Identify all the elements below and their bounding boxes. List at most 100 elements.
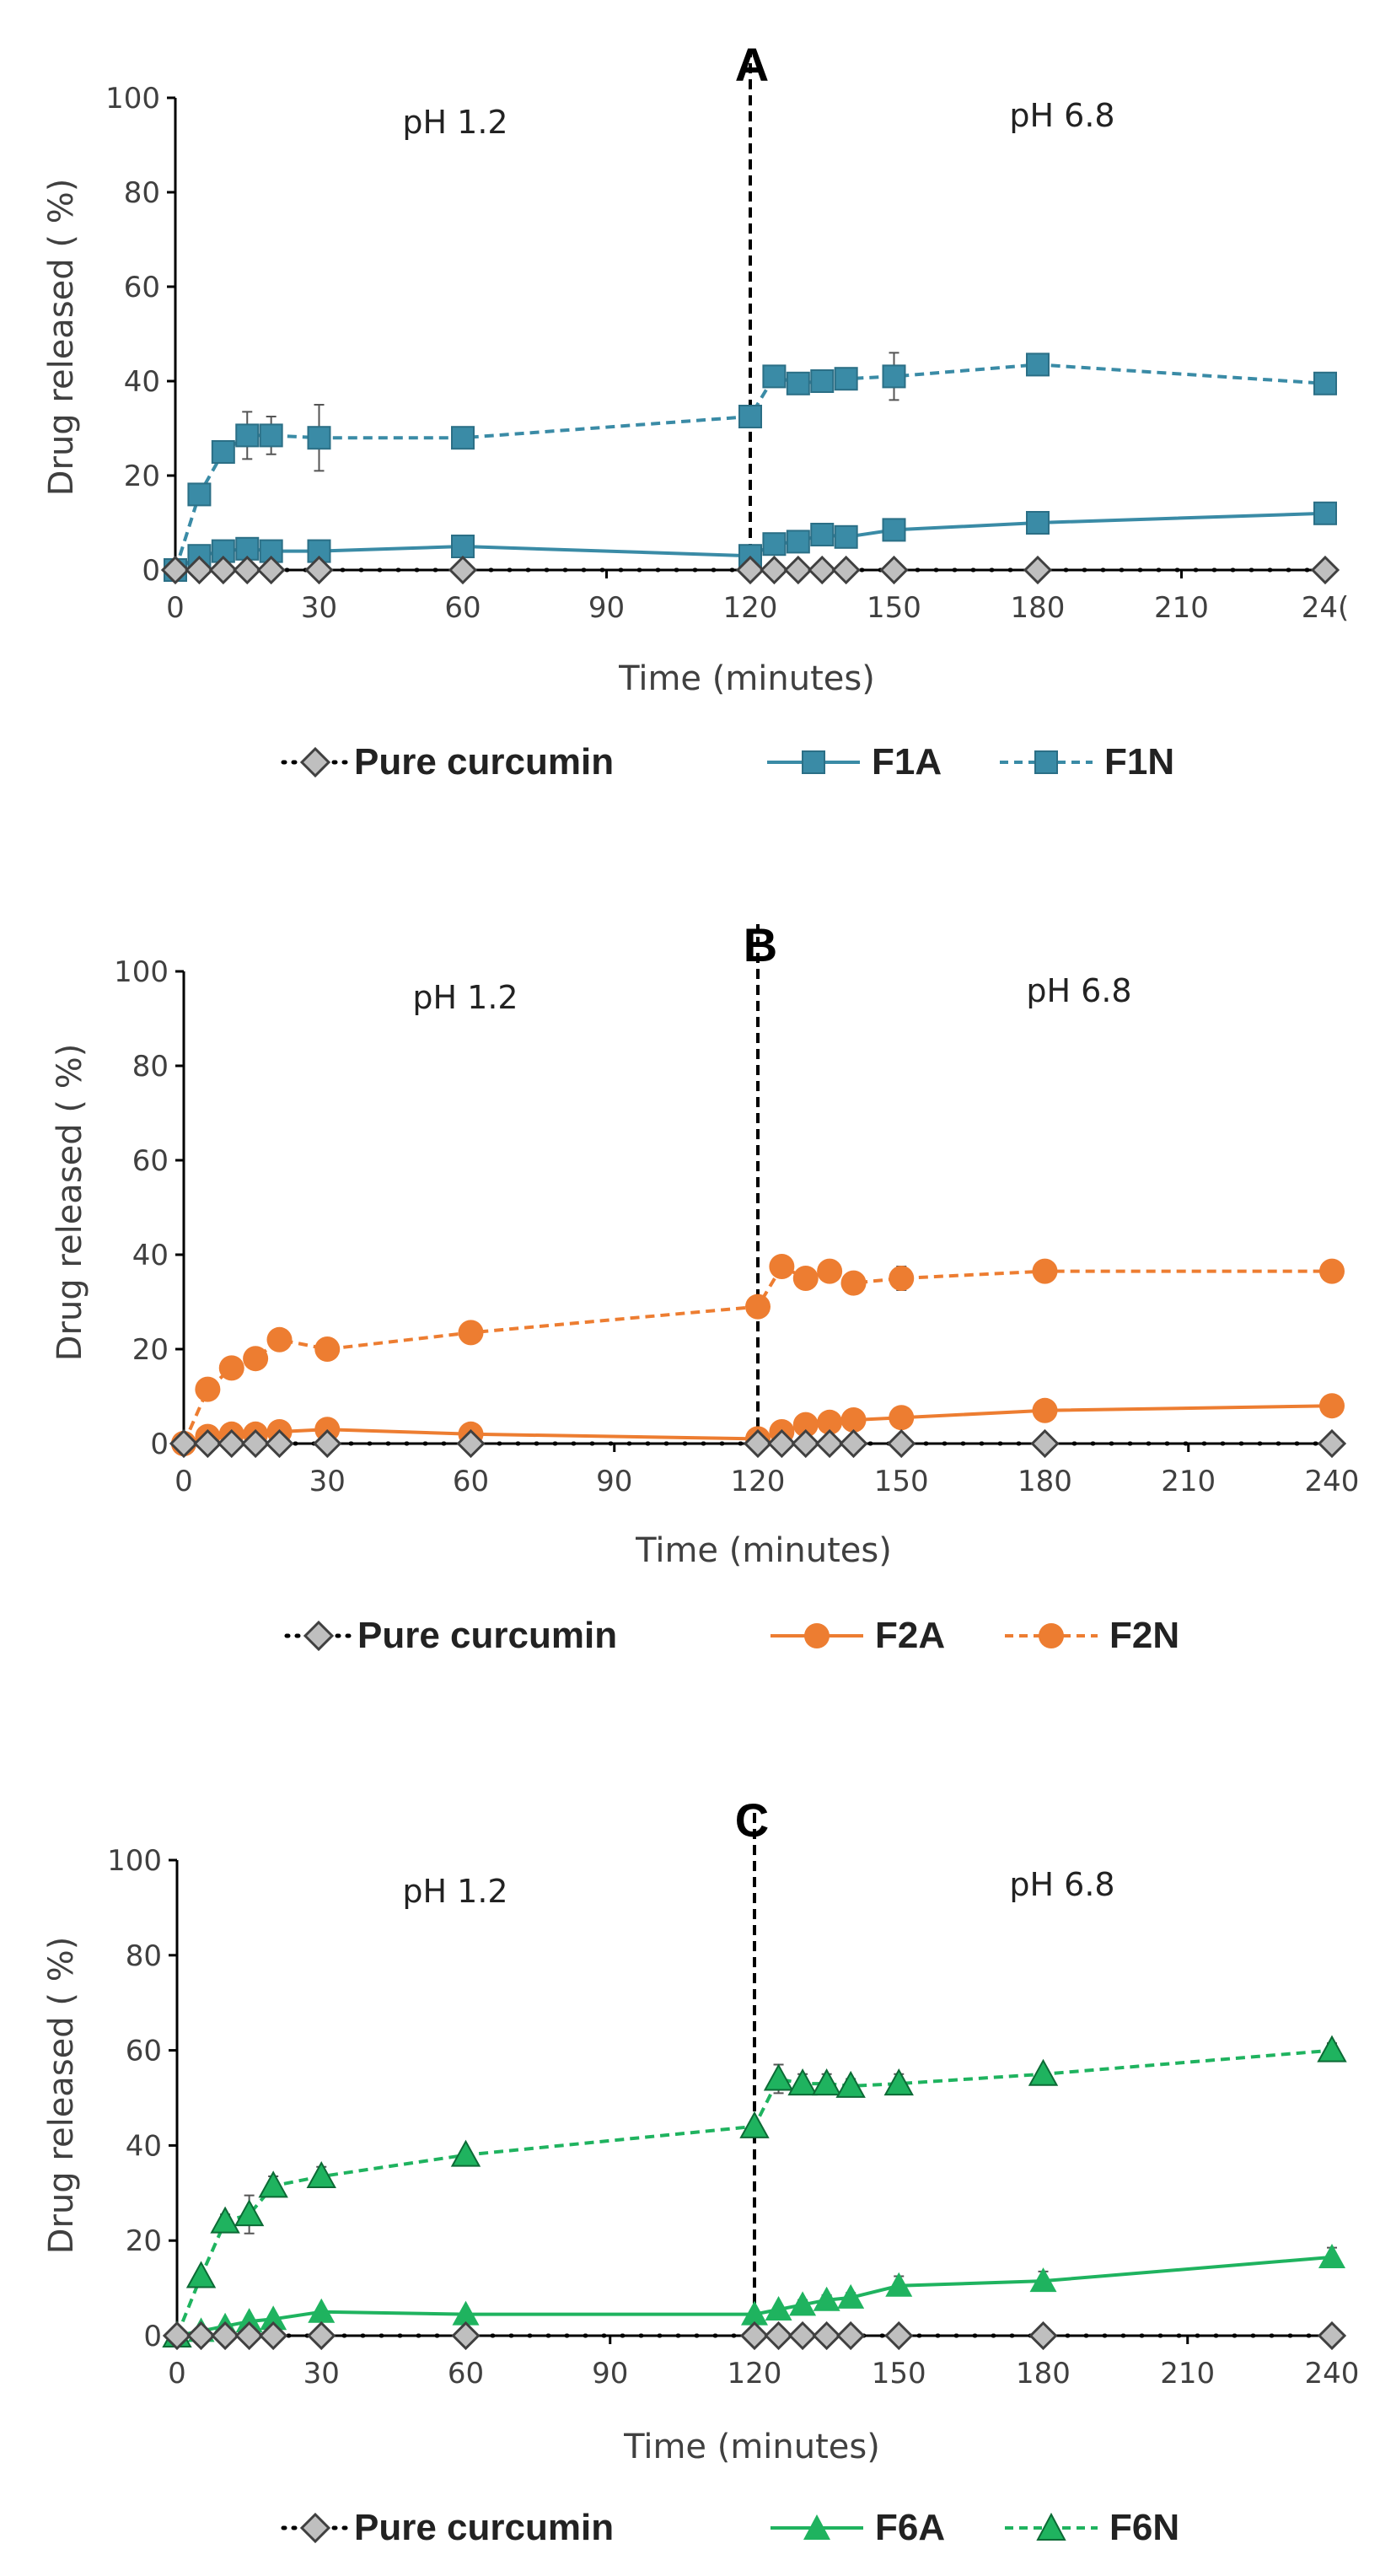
legend-marker-pure-b [303, 1620, 335, 1652]
legend-label-f6n: F6N [1109, 2507, 1179, 2548]
data-point [160, 555, 191, 585]
data-point [195, 1376, 221, 1402]
y-axis-title-b: Drug released ( %) [51, 1044, 89, 1362]
data-point [791, 1428, 820, 1459]
data-point [243, 1346, 269, 1372]
data-point [882, 518, 906, 542]
x-tick-label: 30 [309, 1465, 346, 1498]
x-tick-label: 60 [448, 2357, 484, 2390]
y-tick-label: 20 [132, 1333, 169, 1367]
data-point [739, 2111, 770, 2138]
data-point [265, 1428, 294, 1459]
data-point [307, 426, 331, 450]
x-tick-label: 90 [588, 591, 625, 625]
y-tick-label: 60 [132, 1144, 169, 1178]
y-tick-label: 20 [124, 460, 160, 493]
ph-label-left-c: pH 1.2 [402, 1873, 507, 1910]
data-point [1318, 2243, 1345, 2268]
x-tick-label: 150 [874, 1465, 929, 1498]
data-point [259, 2321, 288, 2351]
data-point [1319, 1393, 1345, 1419]
data-point [1026, 352, 1050, 377]
x-tick-label: 60 [453, 1465, 489, 1498]
x-tick-label: 150 [867, 591, 921, 625]
data-point [1313, 501, 1337, 525]
data-point [235, 2308, 263, 2333]
legend-label-f2a: F2A [875, 1615, 945, 1656]
legend-marker-f6n [1036, 2512, 1066, 2541]
data-point [786, 371, 810, 395]
legend-marker-f2a [804, 1623, 830, 1648]
data-point [259, 423, 283, 448]
data-point [186, 2321, 216, 2351]
data-point [258, 2170, 288, 2198]
data-point [450, 2139, 481, 2167]
legend-label-pure-a: Pure curcumin [354, 741, 614, 782]
data-point [169, 1428, 199, 1459]
data-point [451, 2321, 481, 2351]
panel-label-b: B [744, 918, 777, 971]
y-tick-label: 0 [142, 554, 160, 588]
x-tick-label: 30 [303, 2357, 340, 2390]
data-point [210, 2206, 240, 2234]
data-point [813, 2286, 840, 2311]
x-tick-label: 0 [166, 591, 185, 625]
data-point [763, 2063, 794, 2091]
y-tick-label: 100 [114, 955, 169, 989]
data-point [210, 2321, 240, 2351]
ph-label-right-c: pH 6.8 [1009, 1866, 1114, 1903]
data-point [760, 555, 789, 585]
y-tick-label: 60 [126, 2035, 162, 2068]
data-point [1317, 1428, 1347, 1459]
data-point [792, 1266, 819, 1291]
legend-b: Pure curcumin F2A F2N [284, 1615, 1179, 1656]
legend-label-pure-c: Pure curcumin [354, 2507, 614, 2548]
data-point [767, 1428, 797, 1459]
data-point [458, 1320, 484, 1346]
data-point [451, 535, 475, 558]
data-point [456, 1428, 486, 1459]
data-point [452, 2300, 480, 2326]
data-point [211, 440, 235, 464]
data-point [887, 1428, 916, 1459]
y-tick-label: 0 [143, 2320, 162, 2353]
data-point [817, 1409, 843, 1435]
x-tick-label: 240 [1305, 2357, 1360, 2390]
x-tick-label: 210 [1161, 1465, 1216, 1498]
data-point [834, 367, 858, 391]
data-point [1319, 1258, 1345, 1284]
data-point [735, 555, 765, 585]
x-tick-label: 210 [1154, 591, 1209, 625]
legend-label-f2n: F2N [1109, 1615, 1179, 1656]
x-tick-label: 0 [175, 1465, 193, 1498]
data-point [266, 1326, 293, 1353]
data-point [187, 482, 212, 507]
data-point [308, 2298, 336, 2323]
data-point [815, 1428, 845, 1459]
legend-label-f1a: F1A [872, 741, 942, 782]
data-point [783, 555, 813, 585]
x-tick-label: 90 [592, 2357, 628, 2390]
data-point [885, 2272, 913, 2297]
data-point [193, 1428, 223, 1459]
x-tick-label: 180 [1011, 591, 1066, 625]
data-point [787, 2321, 818, 2351]
panel-c: C Drug released ( %) Time (minutes) pH 1… [42, 1794, 1359, 2548]
legend-label-f1n: F1N [1104, 741, 1174, 782]
x-tick-label: 0 [168, 2357, 186, 2390]
data-point [306, 2160, 336, 2189]
data-point [765, 2295, 792, 2321]
ph-label-right-b: pH 6.8 [1026, 972, 1131, 1009]
x-tick-label: 210 [1160, 2357, 1215, 2390]
data-point [1032, 1258, 1058, 1284]
data-point [879, 555, 909, 585]
data-point [831, 555, 861, 585]
data-point [837, 2283, 865, 2309]
data-point [836, 2321, 866, 2351]
data-point [884, 2321, 914, 2351]
data-point [1310, 555, 1340, 585]
legend-a: Pure curcumin F1A F1N [281, 741, 1174, 782]
x-tick-label: 180 [1018, 1465, 1072, 1498]
data-point [313, 1428, 342, 1459]
